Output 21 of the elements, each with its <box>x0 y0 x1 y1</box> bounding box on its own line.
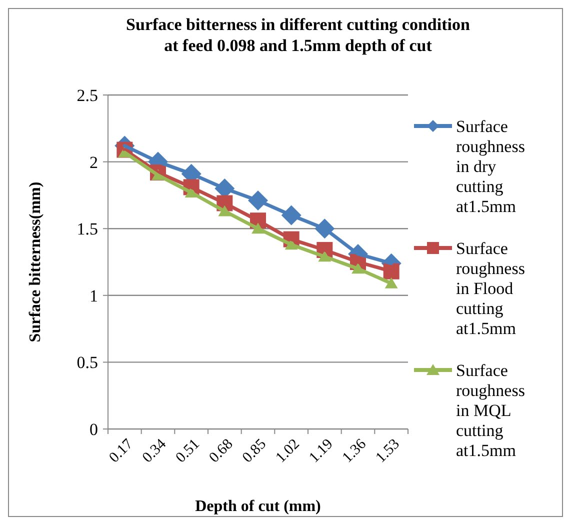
x-tick-label: 1.19 <box>306 436 336 466</box>
x-tick-label: 1.36 <box>340 436 370 466</box>
y-tick-label: 1.5 <box>76 220 98 239</box>
x-tick-label: 0.17 <box>106 436 137 466</box>
y-axis-title: Surface bitterness(mm) <box>27 182 44 342</box>
legend-label: Surface roughness in MQL cutting at1.5mm <box>456 360 525 460</box>
x-tick-label: 1.53 <box>373 436 403 466</box>
x-tick-label: 1.02 <box>273 436 303 466</box>
x-tick-label: 0.68 <box>206 436 236 466</box>
x-tick-label: 0.51 <box>173 436 203 466</box>
chart-title: Surface bitterness in different cutting condition at feed 0.098 and 1.5mm depth of cut <box>126 15 470 55</box>
legend-label: Surface roughness in Flood cutting at1.5mm <box>456 238 525 338</box>
y-tick-label: 0.5 <box>76 353 98 372</box>
x-axis-title: Depth of cut (mm) <box>195 498 321 515</box>
legend-label: Surface roughness in dry cutting at1.5mm <box>456 116 525 216</box>
y-tick-label: 2.5 <box>76 86 98 105</box>
y-tick-label: 2 <box>90 152 98 172</box>
x-tick-label: 0.85 <box>240 436 270 466</box>
y-tick-label: 1 <box>90 286 98 306</box>
x-tick-label: 0.34 <box>140 436 170 466</box>
y-tick-label: 0 <box>90 420 98 439</box>
